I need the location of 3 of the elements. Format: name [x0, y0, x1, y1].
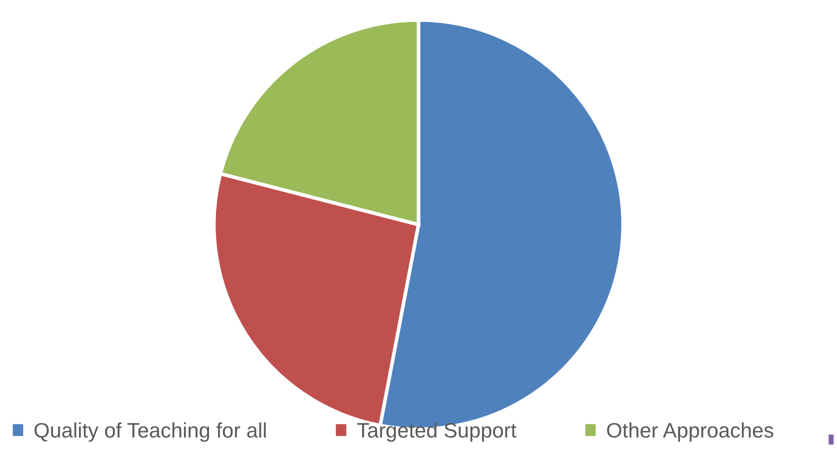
legend-label: Other Approaches — [607, 422, 774, 442]
legend-label: Targeted Support — [357, 422, 516, 442]
legend-label: Quality of Teaching for all — [34, 422, 266, 442]
